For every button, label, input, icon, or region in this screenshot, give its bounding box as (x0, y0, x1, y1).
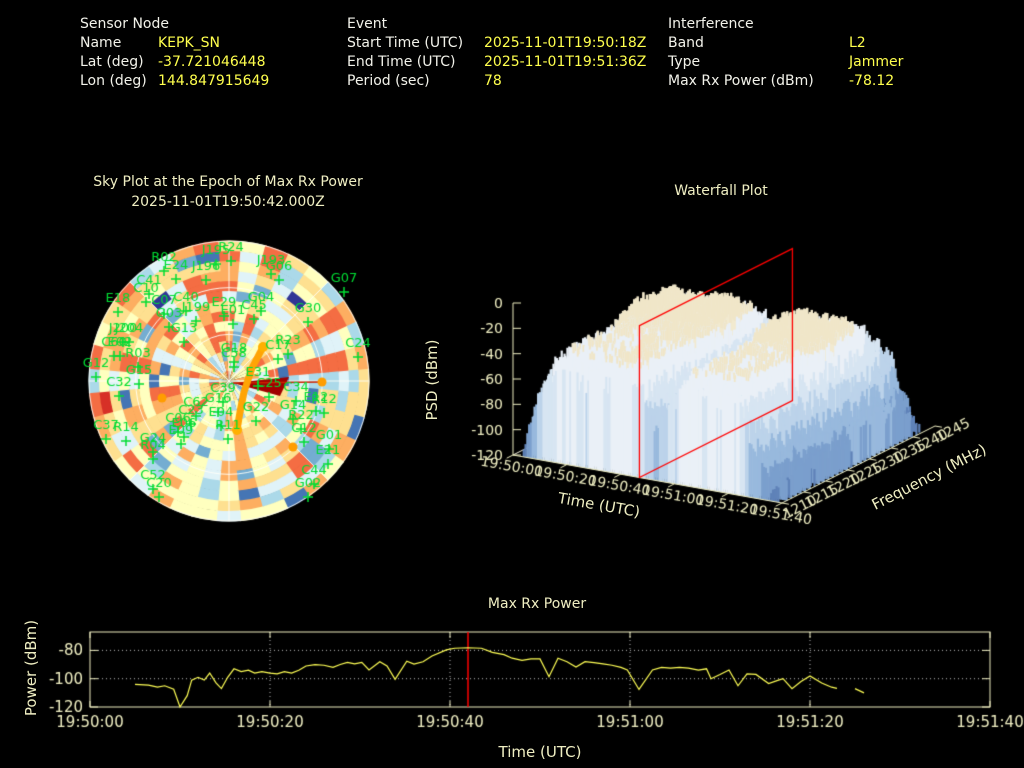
sky-plot-title-line2: 2025-11-01T19:50:42.000Z (131, 194, 325, 210)
event-panel: Event Start Time (UTC) 2025-11-01T19:50:1… (347, 15, 646, 91)
timeseries-x-axis-label: Time (UTC) (498, 743, 582, 761)
sky-plot-title: Sky Plot at the Epoch of Max Rx Power 20… (38, 172, 418, 212)
waterfall-title: Waterfall Plot (674, 183, 768, 199)
event-end-value: 2025-11-01T19:51:36Z (484, 54, 647, 70)
sensor-lat-label: Lat (deg) (80, 54, 144, 70)
sky-plot-title-line1: Sky Plot at the Epoch of Max Rx Power (93, 174, 363, 190)
event-title: Event (347, 16, 388, 32)
event-start-value: 2025-11-01T19:50:18Z (484, 35, 647, 51)
interference-title: Interference (668, 16, 754, 32)
interference-band-label: Band (668, 35, 704, 51)
sensor-node-title: Sensor Node (80, 16, 169, 32)
sensor-name-value: KEPK_SN (158, 35, 221, 51)
event-period-value: 78 (484, 73, 502, 89)
waterfall-canvas (420, 225, 1024, 535)
timeseries-canvas (0, 615, 1024, 745)
sensor-lon-value: 144.847915649 (158, 73, 270, 89)
event-period-label: Period (sec) (347, 73, 430, 89)
interference-maxrx-value: -78.12 (849, 73, 895, 89)
sensor-lat-value: -37.721046448 (158, 54, 266, 70)
sensor-name-label: Name (80, 35, 122, 51)
interference-maxrx-label: Max Rx Power (dBm) (668, 73, 814, 89)
sky-plot-canvas (59, 225, 399, 555)
event-end-label: End Time (UTC) (347, 54, 456, 70)
sensor-lon-label: Lon (deg) (80, 73, 147, 89)
sensor-node-panel: Sensor Node Name KEPK_SN Lat (deg) -37.721… (80, 15, 269, 91)
interference-type-label: Type (668, 54, 701, 70)
interference-panel: Interference Band L2 Type Jammer Max Rx Po… (668, 15, 903, 91)
interference-band-value: L2 (849, 35, 866, 51)
timeseries-title: Max Rx Power (487, 596, 587, 612)
interference-type-value: Jammer (849, 54, 904, 70)
event-start-label: Start Time (UTC) (347, 35, 464, 51)
